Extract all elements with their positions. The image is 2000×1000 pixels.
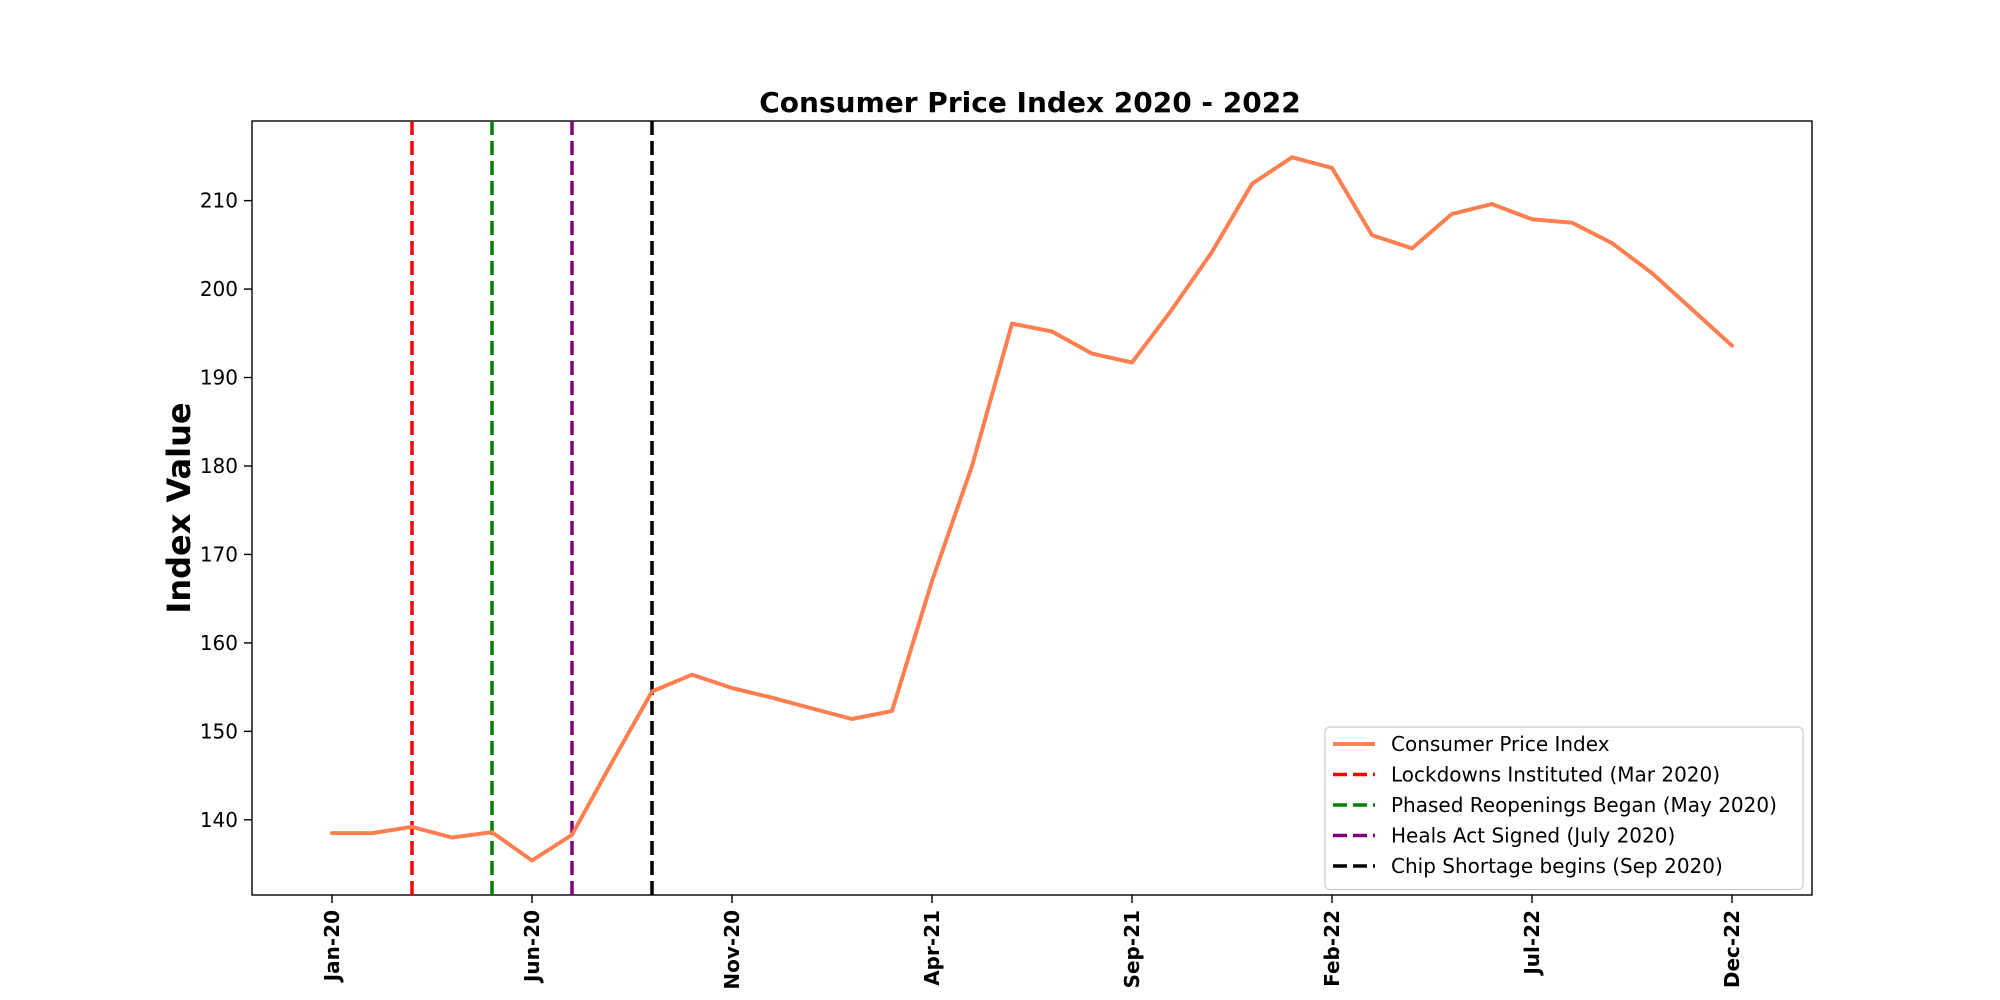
legend-label: Phased Reopenings Began (May 2020) [1391,793,1777,817]
y-axis-label: Index Value [160,402,198,613]
y-tick-label: 190 [200,366,238,390]
x-tick-label: Jul-22 [1520,910,1544,977]
plot-area: 140 150 160 170 180 190 200 210 Jan-20 Jun-20 Nov-… [200,120,1813,990]
y-tick-label: 170 [200,542,238,566]
legend-label: Lockdowns Instituted (Mar 2020) [1391,763,1720,787]
y-tick-label: 160 [200,631,238,655]
x-tick-label: Dec-22 [1720,910,1744,988]
legend-label: Heals Act Signed (July 2020) [1391,824,1675,848]
series-line [330,155,1734,863]
legend-label: Consumer Price Index [1391,732,1610,756]
legend-label: Chip Shortage begins (Sep 2020) [1391,854,1723,878]
y-tick-label: 210 [200,189,238,213]
plot-frame [251,120,1813,896]
x-tick-label: Jun-20 [520,910,544,984]
x-tick-label: Apr-21 [920,910,944,986]
x-tick-label: Jan-20 [320,910,344,983]
y-tick-label: 140 [200,808,238,832]
y-tick-label: 180 [200,454,238,478]
y-tick-label: 150 [200,719,238,743]
x-tick-label: Nov-20 [720,910,744,990]
chart-title: Consumer Price Index 2020 - 2022 [759,86,1300,119]
legend: Consumer Price Index Lockdowns Instituted… [1324,726,1804,891]
x-tick-label: Sep-21 [1120,910,1144,988]
x-tick-label: Feb-22 [1320,910,1344,987]
legend-box [1324,726,1804,891]
y-tick-label: 200 [200,277,238,301]
